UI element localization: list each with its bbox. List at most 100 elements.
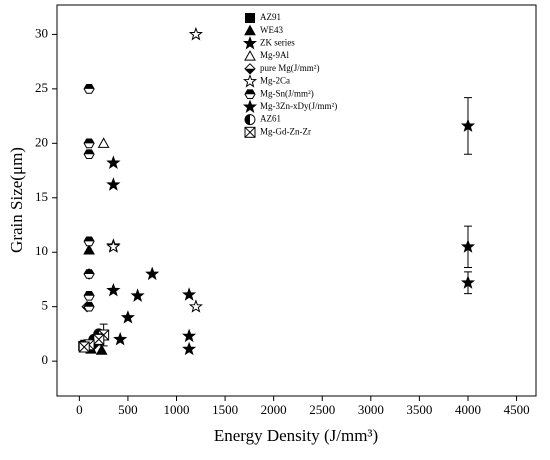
legend-marker xyxy=(244,50,256,61)
point xyxy=(97,137,110,148)
marker-shape xyxy=(242,35,258,50)
x-tick-label: 4500 xyxy=(504,402,530,417)
x-tick-label: 3500 xyxy=(406,402,432,417)
x-tick-label: 2000 xyxy=(261,402,287,417)
legend-marker xyxy=(242,74,258,88)
marker-shape xyxy=(106,177,121,191)
y-tick-label: 10 xyxy=(35,243,48,258)
x-tick-label: 500 xyxy=(118,402,138,417)
marker-shape xyxy=(83,244,95,255)
marker-fill xyxy=(84,237,95,242)
marker-shape xyxy=(97,137,110,148)
marker-shape xyxy=(460,118,476,132)
legend-label: pure Mg(J/mm²) xyxy=(260,63,319,73)
point xyxy=(130,288,145,302)
marker-shape xyxy=(244,24,256,36)
marker-shape xyxy=(182,328,197,343)
legend-marker xyxy=(245,13,255,23)
marker-shape xyxy=(460,239,476,253)
marker-fill xyxy=(245,89,255,95)
y-tick-label: 20 xyxy=(35,134,48,149)
legend-label: Mg-9Al xyxy=(260,50,289,60)
marker-shape xyxy=(106,282,121,297)
point xyxy=(78,341,90,353)
marker-shape xyxy=(145,266,160,281)
point xyxy=(83,244,95,255)
point xyxy=(460,118,476,132)
marker-shape xyxy=(130,288,145,302)
marker-shape xyxy=(113,331,128,346)
x-tick-label: 1000 xyxy=(164,402,190,417)
marker-shape xyxy=(242,99,258,113)
point xyxy=(83,301,95,312)
marker-shape xyxy=(242,74,258,88)
y-tick-label: 15 xyxy=(35,189,48,204)
marker-fill xyxy=(84,138,95,144)
marker-shape xyxy=(120,310,135,324)
legend-label: Mg-Gd-Zn-Zr xyxy=(260,126,311,136)
point xyxy=(188,26,203,41)
marker-shape xyxy=(95,344,108,355)
marker-shape xyxy=(106,239,121,253)
marker-fill xyxy=(245,114,250,125)
point xyxy=(93,333,105,345)
marker-fill xyxy=(84,84,95,89)
legend-label: Mg-2Ca xyxy=(260,76,290,86)
marker-fill xyxy=(245,68,255,74)
legend-marker xyxy=(242,99,258,113)
legend-label: AZ91 xyxy=(260,12,281,22)
legend-label: WE43 xyxy=(260,25,283,35)
x-tick-label: 3000 xyxy=(358,402,384,417)
marker-fill xyxy=(84,149,95,155)
marker-shape xyxy=(182,341,197,356)
y-axis-title: Grain Size(μm) xyxy=(7,147,26,253)
y-tick-label: 25 xyxy=(35,80,48,95)
point xyxy=(83,138,95,149)
marker-fill xyxy=(84,291,95,296)
legend-marker xyxy=(244,126,256,138)
marker-cross xyxy=(244,126,256,138)
x-tick-label: 2500 xyxy=(309,402,335,417)
point xyxy=(106,155,121,170)
point xyxy=(83,149,95,159)
point xyxy=(145,266,160,281)
marker-shape xyxy=(460,275,476,289)
point xyxy=(83,236,95,247)
legend-label: Mg-Sn(J/mm²) xyxy=(260,88,314,98)
legend-marker xyxy=(244,24,256,36)
point xyxy=(95,344,108,355)
point xyxy=(182,341,197,356)
point xyxy=(83,84,95,94)
marker-fill xyxy=(84,269,95,275)
legend-marker xyxy=(244,63,256,75)
marker-cross xyxy=(78,341,90,353)
x-tick-label: 4000 xyxy=(455,402,481,417)
point xyxy=(182,328,197,343)
marker-shape xyxy=(182,287,197,301)
point xyxy=(113,331,128,346)
point xyxy=(182,287,197,301)
y-tick-label: 5 xyxy=(42,298,49,313)
marker-shape xyxy=(244,50,256,61)
point xyxy=(106,177,121,191)
marker-shape xyxy=(188,299,203,313)
x-tick-label: 0 xyxy=(76,402,83,417)
point xyxy=(106,239,121,253)
legend-label: AZ61 xyxy=(260,114,281,124)
y-tick-label: 30 xyxy=(35,25,48,40)
point xyxy=(188,299,203,313)
point xyxy=(460,275,476,289)
plot-frame xyxy=(56,4,537,397)
legend-marker xyxy=(244,89,256,99)
marker-shape xyxy=(106,155,121,170)
legend-marker xyxy=(244,114,256,126)
marker-fill xyxy=(84,302,95,307)
legend-label: Mg-3Zn-xDy(J/mm²) xyxy=(260,101,337,111)
x-axis-title: Energy Density (J/mm³) xyxy=(214,426,378,445)
point xyxy=(120,310,135,324)
x-tick-label: 1500 xyxy=(212,402,238,417)
marker-shape xyxy=(188,26,203,41)
marker-shape xyxy=(245,13,255,23)
legend-label: ZK series xyxy=(260,37,295,47)
